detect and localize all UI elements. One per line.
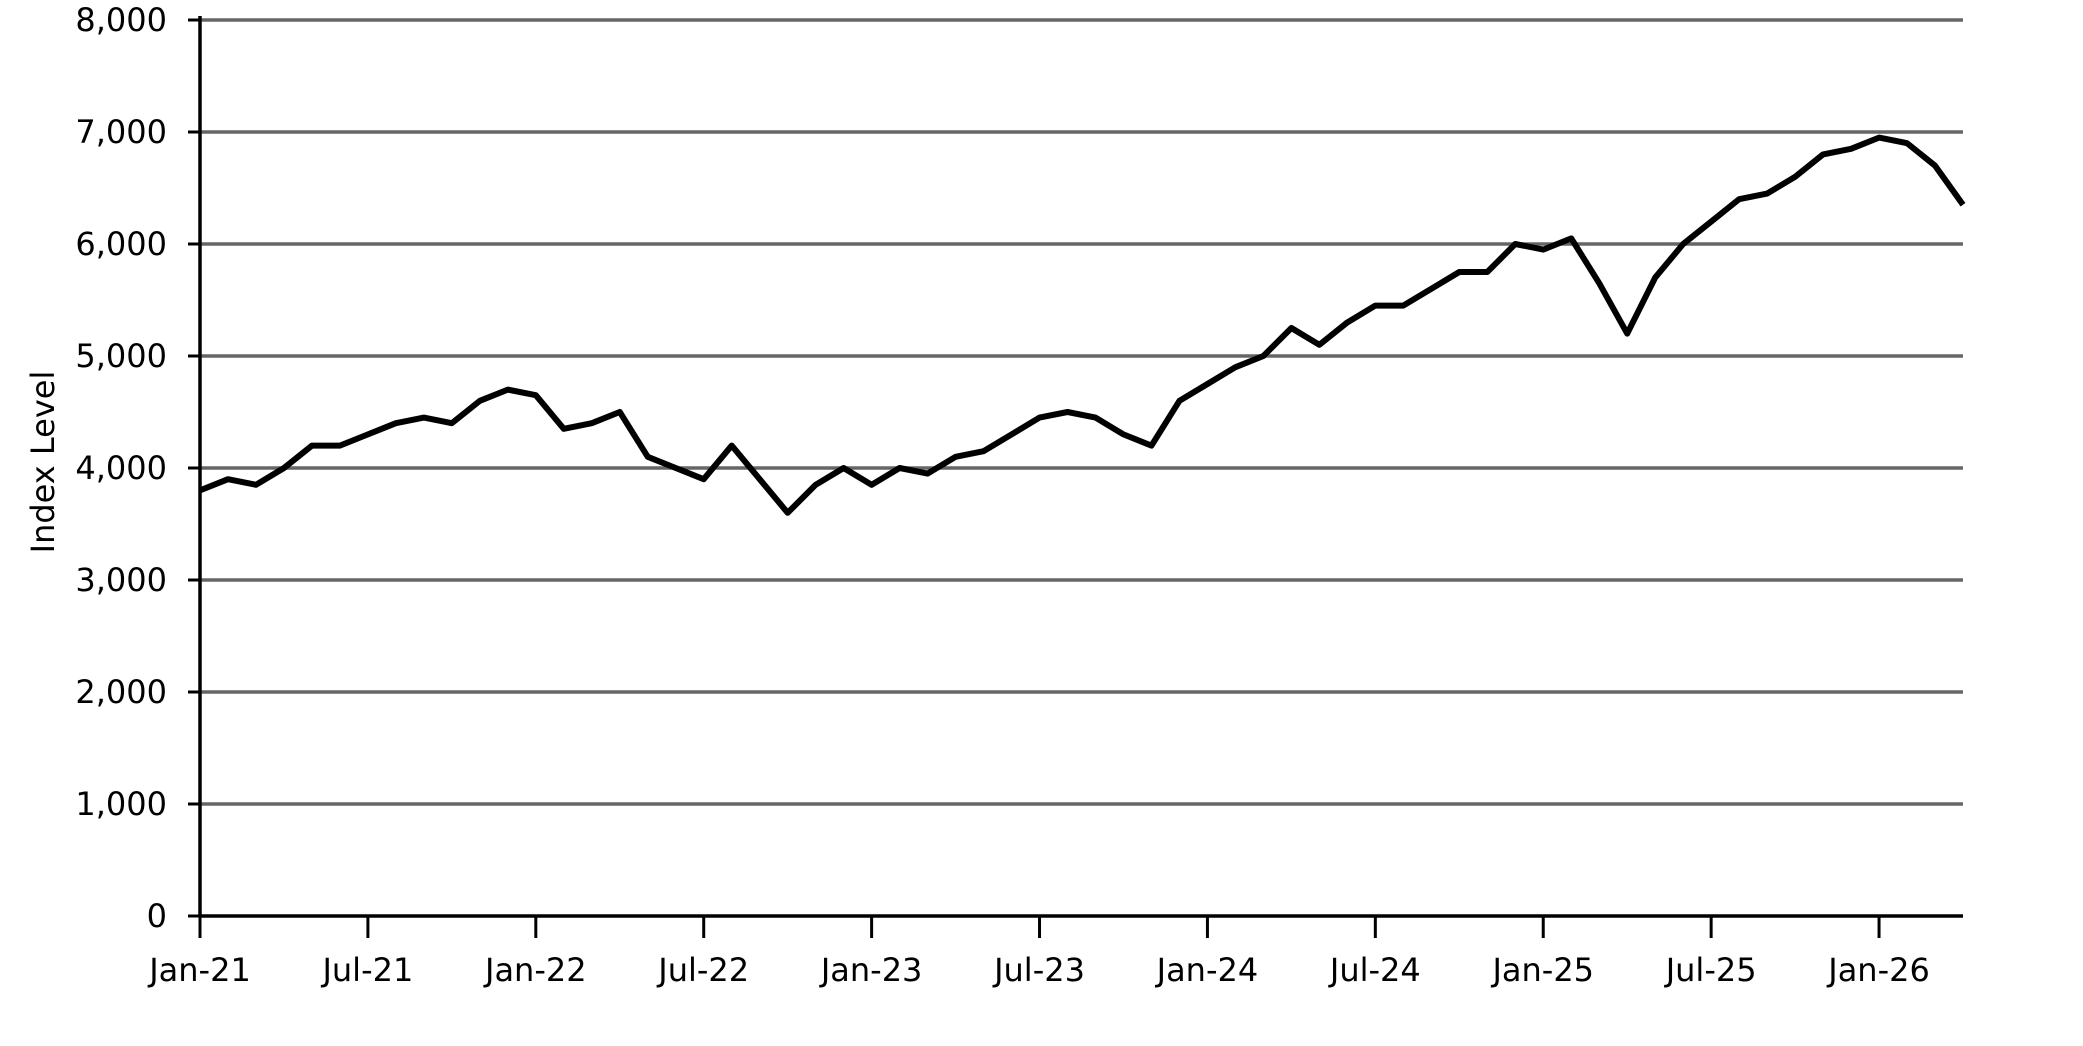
- x-tick-label: Jul-24: [1328, 951, 1421, 989]
- y-tick-label: 4,000: [75, 449, 167, 487]
- y-tick-label: 0: [147, 897, 167, 935]
- x-tick-label: Jul-23: [992, 951, 1085, 989]
- y-tick-label: 6,000: [75, 225, 167, 263]
- x-tick-label: Jan-26: [1826, 951, 1930, 989]
- y-tick-label: 3,000: [75, 561, 167, 599]
- x-tick-label: Jan-24: [1155, 951, 1259, 989]
- x-tick-label: Jul-21: [320, 951, 413, 989]
- x-tick-label: Jul-22: [656, 951, 749, 989]
- y-tick-label: 1,000: [75, 785, 167, 823]
- data-line: [198, 134, 1966, 516]
- y-tick-label: 8,000: [75, 1, 167, 39]
- x-tick-label: Jan-23: [819, 951, 923, 989]
- y-tick-label: 5,000: [75, 337, 167, 375]
- y-tick-label: 2,000: [75, 673, 167, 711]
- y-tick-label: 7,000: [75, 113, 167, 151]
- x-tick-label: Jul-25: [1664, 951, 1757, 989]
- x-tick-label: Jan-22: [483, 951, 587, 989]
- x-tick-label: Jan-21: [147, 951, 251, 989]
- x-tick-label: Jan-25: [1490, 951, 1594, 989]
- y-axis-label: Index Level: [24, 371, 62, 554]
